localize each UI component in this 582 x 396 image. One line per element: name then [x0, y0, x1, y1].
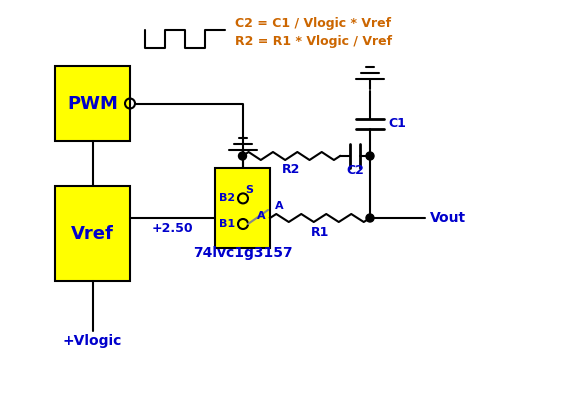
Circle shape	[366, 152, 374, 160]
Text: Vref: Vref	[71, 225, 114, 242]
Bar	[215, 168, 270, 248]
Circle shape	[239, 152, 247, 160]
Text: +2.50: +2.50	[152, 221, 193, 234]
Text: R2 = R1 * Vlogic / Vref: R2 = R1 * Vlogic / Vref	[235, 34, 392, 48]
Circle shape	[366, 214, 374, 222]
Text: C2 = C1 / Vlogic * Vref: C2 = C1 / Vlogic * Vref	[235, 17, 391, 29]
Text: B1: B1	[219, 219, 235, 229]
Bar	[55, 66, 130, 141]
Text: A: A	[257, 211, 266, 221]
Text: PWM: PWM	[67, 95, 118, 112]
Text: C2: C2	[346, 164, 364, 177]
Text: C1: C1	[388, 117, 406, 130]
Text: +Vlogic: +Vlogic	[63, 334, 122, 348]
Text: 74lvc1g3157: 74lvc1g3157	[193, 246, 292, 260]
Text: S: S	[245, 185, 253, 195]
Text: B2: B2	[219, 193, 235, 204]
Text: R2: R2	[282, 162, 300, 175]
Text: Vout: Vout	[430, 211, 466, 225]
Text: A: A	[275, 201, 283, 211]
Bar	[55, 186, 130, 281]
Text: R1: R1	[311, 225, 329, 238]
